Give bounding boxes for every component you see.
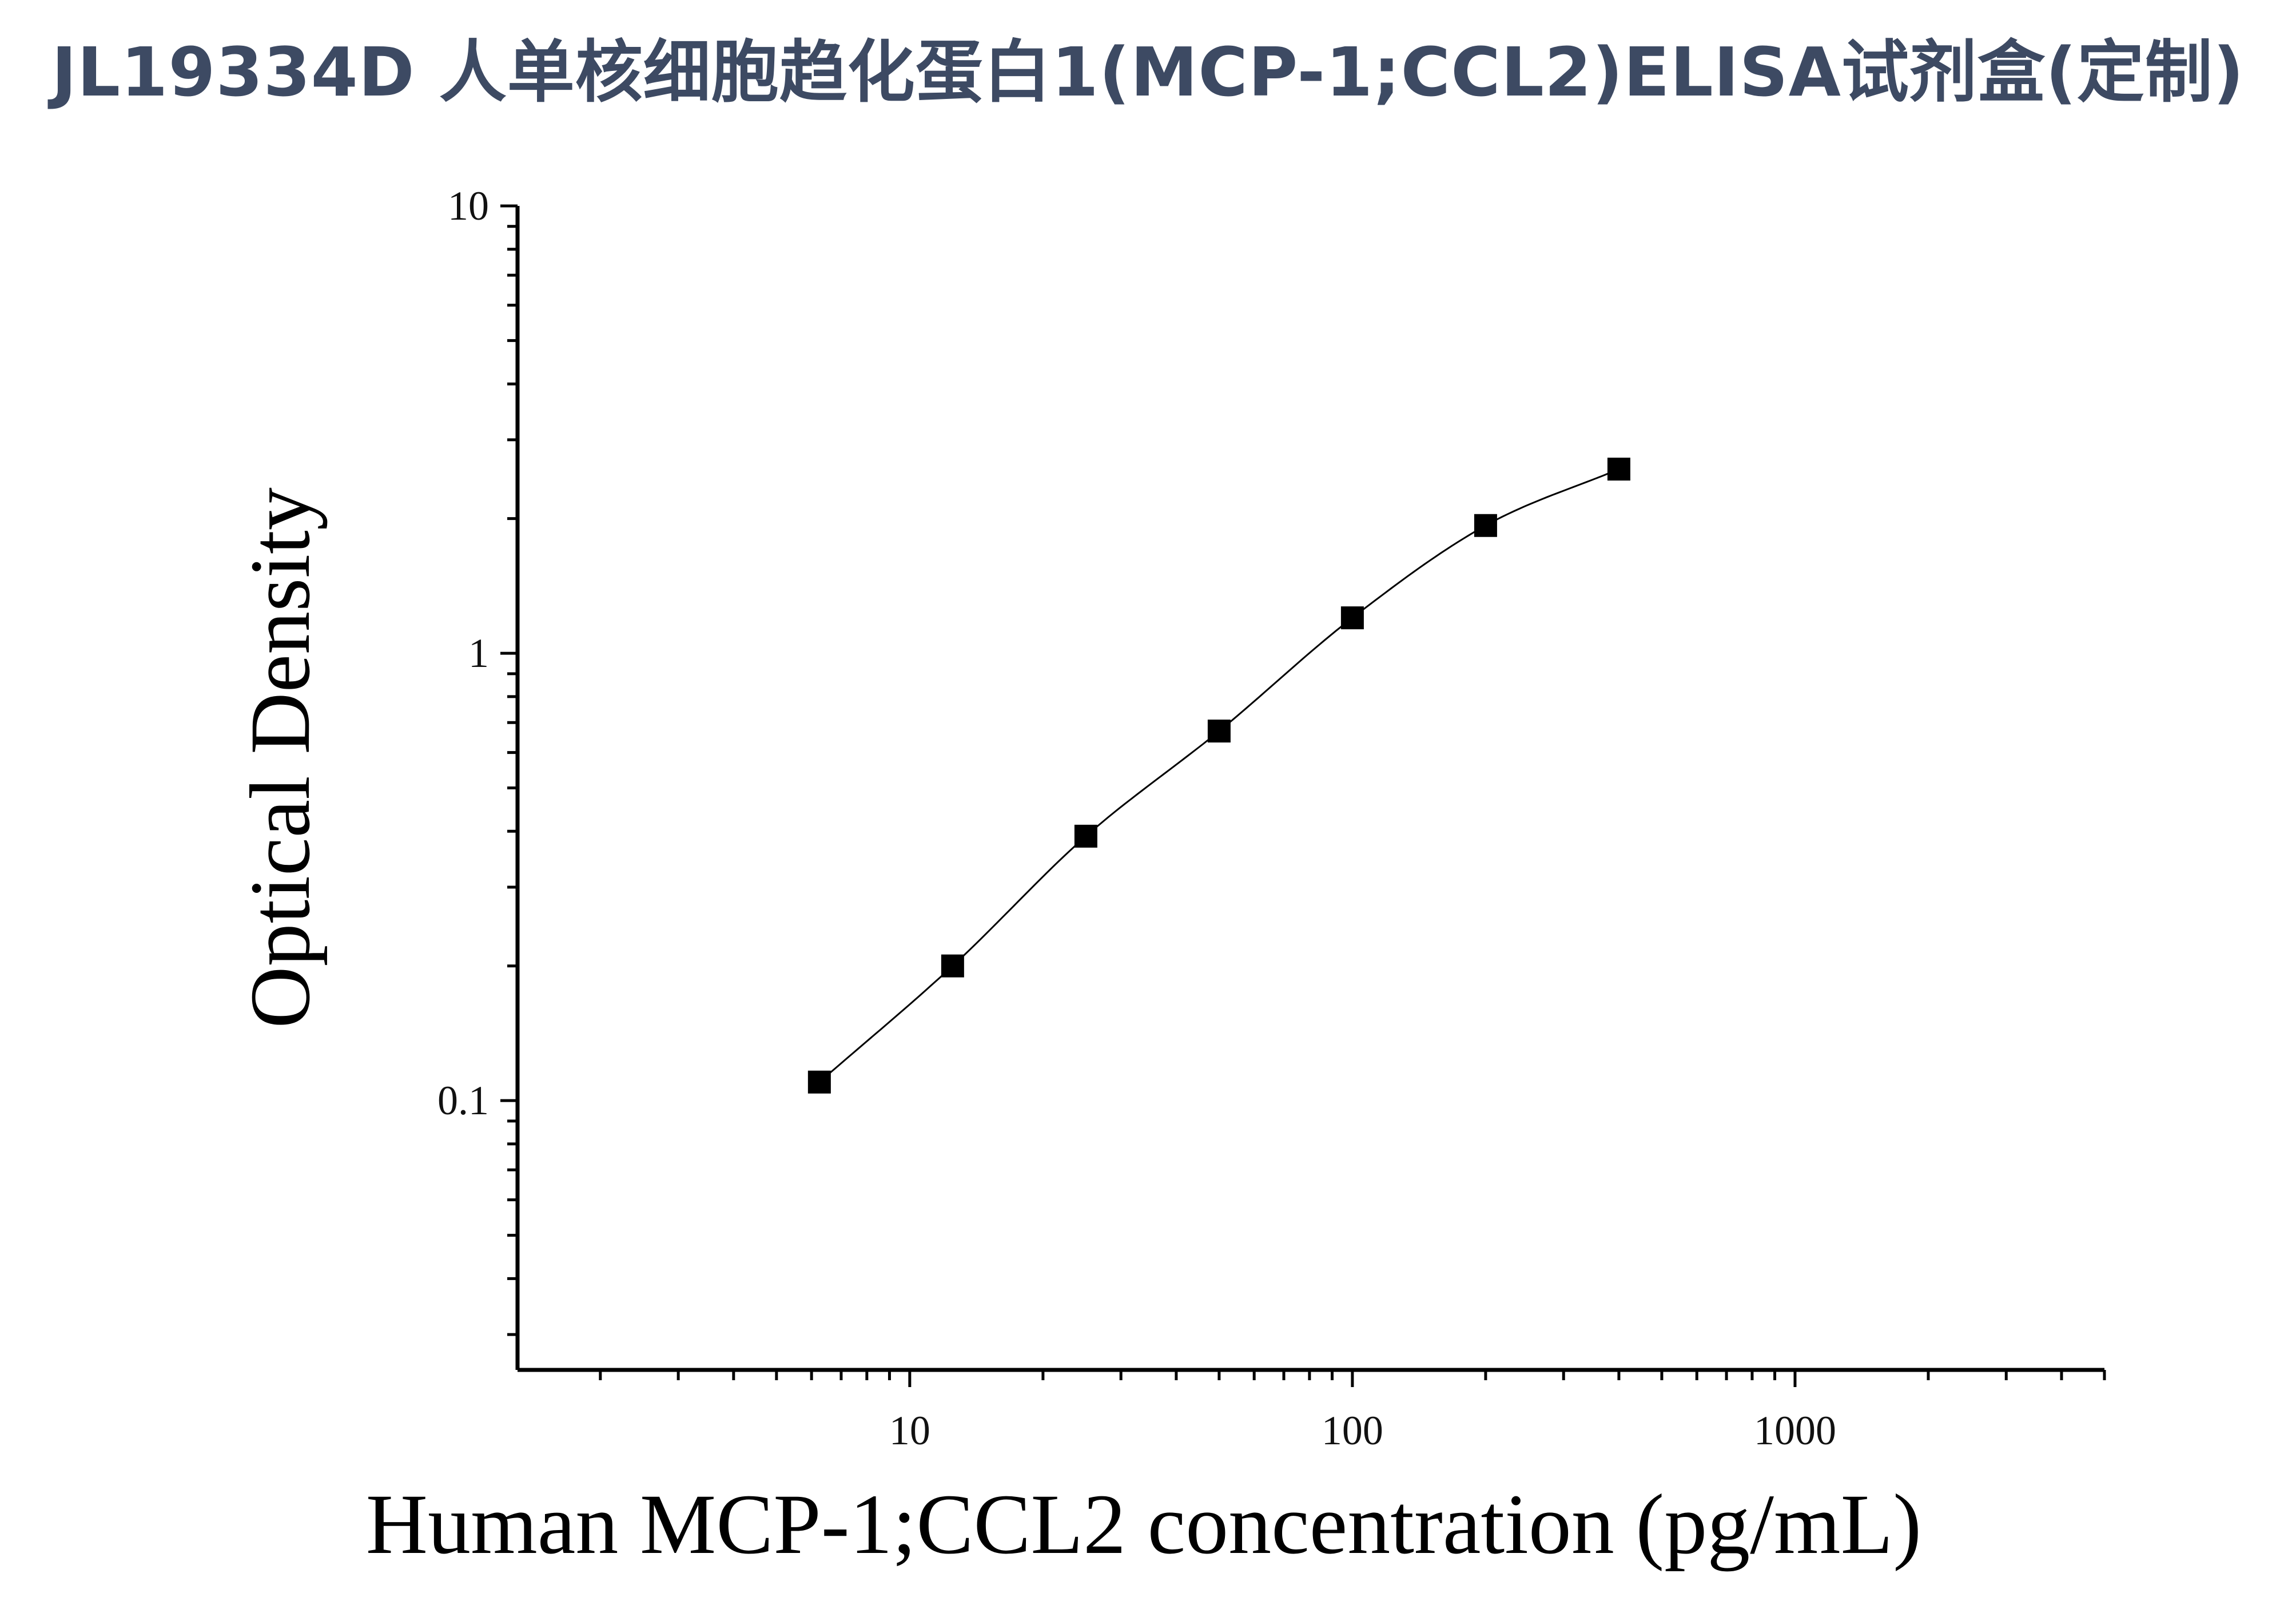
fit-curve xyxy=(818,468,1619,1083)
data-point xyxy=(1207,720,1231,743)
x-axis-ticks: 10 100 1000 xyxy=(599,1370,2106,1453)
data-point xyxy=(1340,606,1364,630)
data-points xyxy=(807,458,1630,1094)
x-tick-label: 100 xyxy=(1322,1408,1383,1453)
x-axis-title: Human MCP-1;CCL2 concentration (pg/mL) xyxy=(366,1477,1921,1572)
y-axis-ticks: 0.1 1 10 xyxy=(437,183,518,1336)
data-point xyxy=(1607,458,1630,481)
y-axis-title: Optical Density xyxy=(233,487,328,1028)
data-point xyxy=(1474,514,1497,537)
axes xyxy=(515,206,2104,1372)
x-tick-label: 1000 xyxy=(1754,1408,1836,1453)
data-point xyxy=(941,954,964,978)
data-point xyxy=(1074,824,1097,848)
y-tick-label: 0.1 xyxy=(437,1078,489,1123)
y-tick-label: 1 xyxy=(468,630,489,676)
y-tick-label: 10 xyxy=(448,183,489,229)
chart-title: JL19334D 人单核细胞趋化蛋白1(MCP-1;CCL2)ELISA试剂盒(… xyxy=(51,33,2245,112)
x-tick-label: 10 xyxy=(889,1408,930,1453)
data-point xyxy=(807,1070,831,1094)
